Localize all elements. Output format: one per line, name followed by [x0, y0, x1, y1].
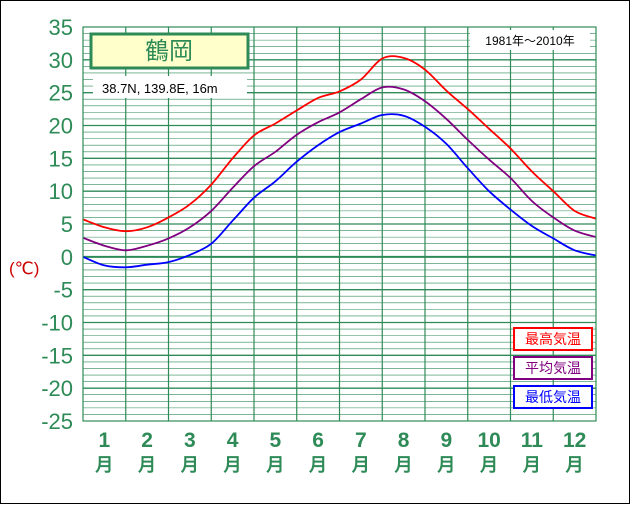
x-tick-month-unit: 月: [180, 455, 199, 475]
y-tick-label: 30: [49, 48, 73, 73]
x-tick-month-number: 9: [441, 429, 453, 452]
x-tick-month-unit: 月: [94, 455, 113, 475]
chart-title: 鶴岡: [145, 38, 193, 65]
x-tick-month-unit: 月: [565, 455, 584, 475]
x-tick-month-number: 1: [99, 429, 111, 452]
y-tick-label: -5: [53, 278, 73, 303]
period-box: 1981年〜2010年: [470, 30, 590, 50]
x-tick-labels: 1 月 2 月 3 月 4 月 5 月 6 月 7 月 8 月 9 月 10 月 11 月 12 月: [94, 429, 586, 475]
legend-label: 最高気温: [525, 331, 581, 347]
y-tick-label: 15: [49, 146, 73, 171]
x-tick-month-unit: 月: [308, 455, 327, 475]
x-tick-month-unit: 月: [436, 455, 455, 475]
x-tick-month-unit: 月: [223, 455, 242, 475]
series-lines: [82, 55, 597, 269]
legend-label: 平均気温: [525, 360, 581, 376]
x-tick-month-unit: 月: [351, 455, 370, 475]
x-tick-month-number: 4: [227, 429, 239, 452]
y-tick-label: -10: [41, 311, 73, 336]
x-tick-month-number: 8: [398, 429, 410, 452]
x-tick-month-number: 10: [477, 429, 500, 452]
period-label: 1981年〜2010年: [485, 34, 574, 48]
y-tick-label: 20: [49, 114, 73, 139]
y-tick-label: -20: [41, 376, 73, 401]
y-tick-label: -15: [41, 343, 73, 368]
y-tick-label: -25: [41, 409, 73, 434]
legend-label: 最低気温: [525, 389, 581, 405]
plot-area-border: [82, 26, 597, 422]
location-box: 38.7N, 139.8E, 16m: [93, 76, 247, 98]
x-tick-month-number: 12: [563, 429, 586, 452]
legend-item-mean-temp: [513, 356, 593, 380]
x-tick-month-number: 3: [184, 429, 196, 452]
series-line-mean-temp: [82, 85, 597, 252]
y-axis-label: (℃): [9, 259, 39, 278]
title-box: 鶴岡: [89, 32, 250, 70]
y-tick-labels: 35 30 25 20 15 10 5 0 -5 -10 -15 -20 -25: [41, 15, 73, 434]
y-tick-label: 35: [49, 15, 73, 40]
y-tick-label: 25: [49, 81, 73, 106]
x-tick-month-unit: 月: [394, 455, 413, 475]
x-tick-month-unit: 月: [522, 455, 541, 475]
x-tick-month-number: 2: [141, 429, 153, 452]
x-tick-month-number: 7: [355, 429, 367, 452]
legend-item-max-temp: [513, 327, 593, 351]
legend-item-min-temp: [513, 385, 593, 409]
location-label: 38.7N, 139.8E, 16m: [102, 81, 218, 96]
y-tick-label: 10: [49, 179, 73, 204]
y-tick-label: 0: [61, 245, 73, 270]
x-tick-month-unit: 月: [137, 455, 156, 475]
x-tick-month-unit: 月: [479, 455, 498, 475]
series-line-max-temp: [82, 55, 597, 233]
x-tick-month-number: 6: [312, 429, 324, 452]
x-tick-month-number: 11: [521, 429, 544, 452]
x-tick-month-unit: 月: [265, 455, 284, 475]
series-line-min-temp: [82, 113, 597, 269]
y-tick-label: 5: [61, 212, 73, 237]
x-tick-month-number: 5: [270, 429, 282, 452]
